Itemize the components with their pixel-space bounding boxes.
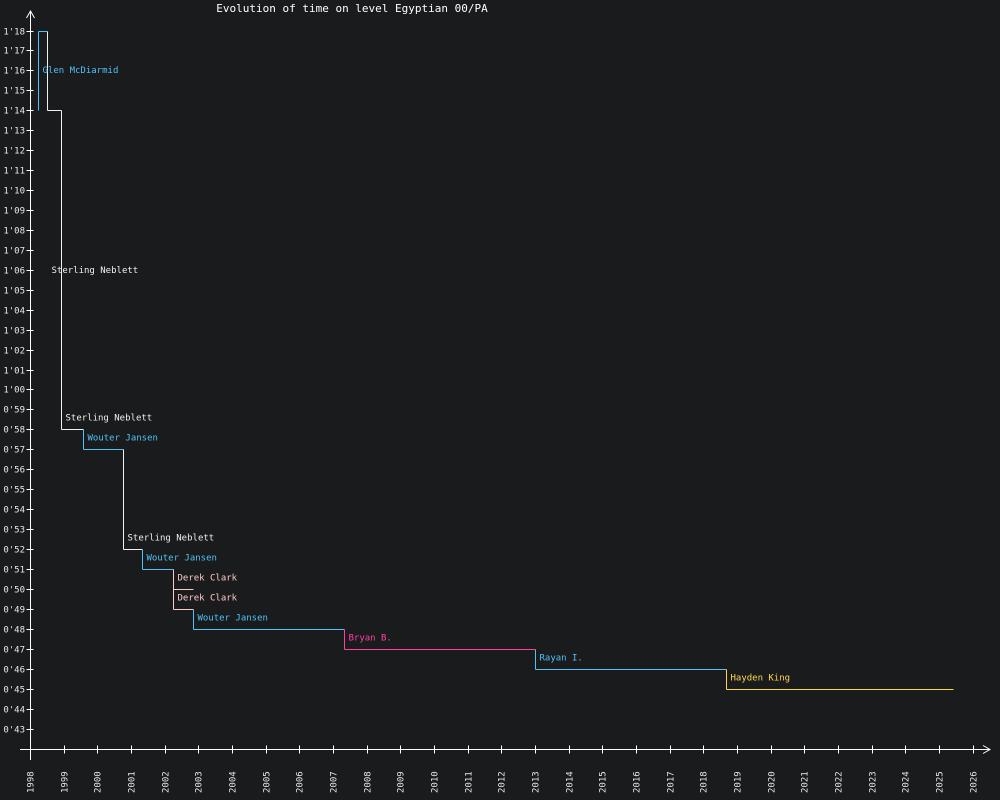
y-tick-label: 0'44 [3,706,25,716]
x-tick-label: 2009 [397,771,407,793]
record-label: Sterling Neblett [128,534,215,544]
y-tick-label: 1'07 [3,247,25,257]
record-label: Wouter Jansen [147,554,217,564]
record-label: Derek Clark [178,574,238,584]
y-tick-label: 1'06 [3,267,25,277]
y-tick-label: 1'18 [3,28,25,38]
y-tick-label: 0'56 [3,466,25,476]
x-tick-label: 2023 [869,771,879,793]
y-tick-label: 1'12 [3,147,25,157]
x-tick-label: 2003 [195,771,205,793]
x-tick-label: 2020 [768,771,778,793]
y-tick-labels: 0'43 0'44 0'45 0'46 0'47 0'48 0'49 0'50 0'51 0'52… [3,28,25,736]
x-tick-label: 2006 [296,771,306,793]
x-axis-arrow [982,745,992,754]
y-tick-label: 1'03 [3,327,25,337]
x-tick-label: 2016 [633,771,643,793]
x-tick-label: 2007 [330,771,340,793]
x-tick-label: 2004 [229,771,239,793]
record-label: Sterling Neblett [52,266,139,276]
y-tick-label: 1'00 [3,386,25,396]
y-tick-label: 0'59 [3,406,25,416]
y-tick-label: 1'13 [3,127,25,137]
y-tick-label: 0'51 [3,566,25,576]
record-label: Glen McDiarmid [43,66,119,76]
y-tick-label: 1'04 [3,307,25,317]
x-tick-label: 2005 [263,771,273,793]
x-tick-label: 2015 [599,771,609,793]
y-tick-label: 1'08 [3,227,25,237]
record-label: Rayan I. [540,654,583,664]
y-tick-label: 0'52 [3,546,25,556]
x-tick-label: 2026 [970,771,980,793]
x-tick-label: 2019 [734,771,744,793]
tick-marks [26,31,974,754]
chart-title: Evolution of time on level Egyptian 00/P… [216,2,488,15]
x-tick-label: 2010 [431,771,441,793]
y-tick-label: 1'10 [3,187,25,197]
x-tick-label: 2021 [801,771,811,793]
x-tick-label: 2024 [902,771,912,793]
y-axis-arrow [26,9,35,19]
y-tick-label: 0'58 [3,426,25,436]
y-tick-label: 0'55 [3,486,25,496]
record-label: Wouter Jansen [88,434,158,444]
y-tick-label: 0'46 [3,666,25,676]
axes [20,9,992,760]
record-step-line [38,31,954,690]
y-tick-label: 0'48 [3,626,25,636]
y-tick-label: 0'54 [3,506,25,516]
y-tick-label: 1'16 [3,67,25,77]
x-tick-label: 2002 [162,771,172,793]
x-tick-label: 2025 [936,771,946,793]
record-label: Bryan B. [349,634,392,644]
y-tick-label: 0'53 [3,526,25,536]
y-tick-label: 1'15 [3,87,25,97]
record-labels: Glen McDiarmid Sterling Neblett Sterling N… [43,66,791,684]
x-tick-label: 1999 [61,771,71,793]
y-tick-label: 1'09 [3,207,25,217]
x-tick-labels: 1998 1999 2000 2001 2002 2003 2004 2005 2006 2007… [27,771,980,793]
y-tick-label: 1'14 [3,107,25,117]
x-tick-label: 2012 [498,771,508,793]
y-tick-label: 1'11 [3,167,25,177]
x-tick-label: 2017 [667,771,677,793]
record-label: Hayden King [731,674,791,684]
record-label: Derek Clark [178,594,238,604]
x-tick-label: 2018 [700,771,710,793]
x-tick-label: 2011 [465,771,475,793]
y-tick-label: 0'43 [3,726,25,736]
y-tick-label: 1'02 [3,347,25,357]
x-tick-label: 2008 [364,771,374,793]
x-tick-label: 2022 [835,771,845,793]
y-tick-label: 0'45 [3,686,25,696]
record-label: Sterling Neblett [66,414,153,424]
y-tick-label: 0'47 [3,646,25,656]
x-tick-label: 1998 [27,771,37,793]
y-tick-label: 1'01 [3,367,25,377]
y-tick-label: 1'05 [3,287,25,297]
y-tick-label: 0'50 [3,586,25,596]
x-tick-label: 2001 [128,771,138,793]
x-tick-label: 2014 [566,771,576,793]
x-tick-label: 2000 [94,771,104,793]
x-tick-label: 2013 [532,771,542,793]
y-tick-label: 0'57 [3,446,25,456]
y-tick-label: 1'17 [3,47,25,57]
y-tick-label: 0'49 [3,606,25,616]
record-label: Wouter Jansen [198,614,268,624]
